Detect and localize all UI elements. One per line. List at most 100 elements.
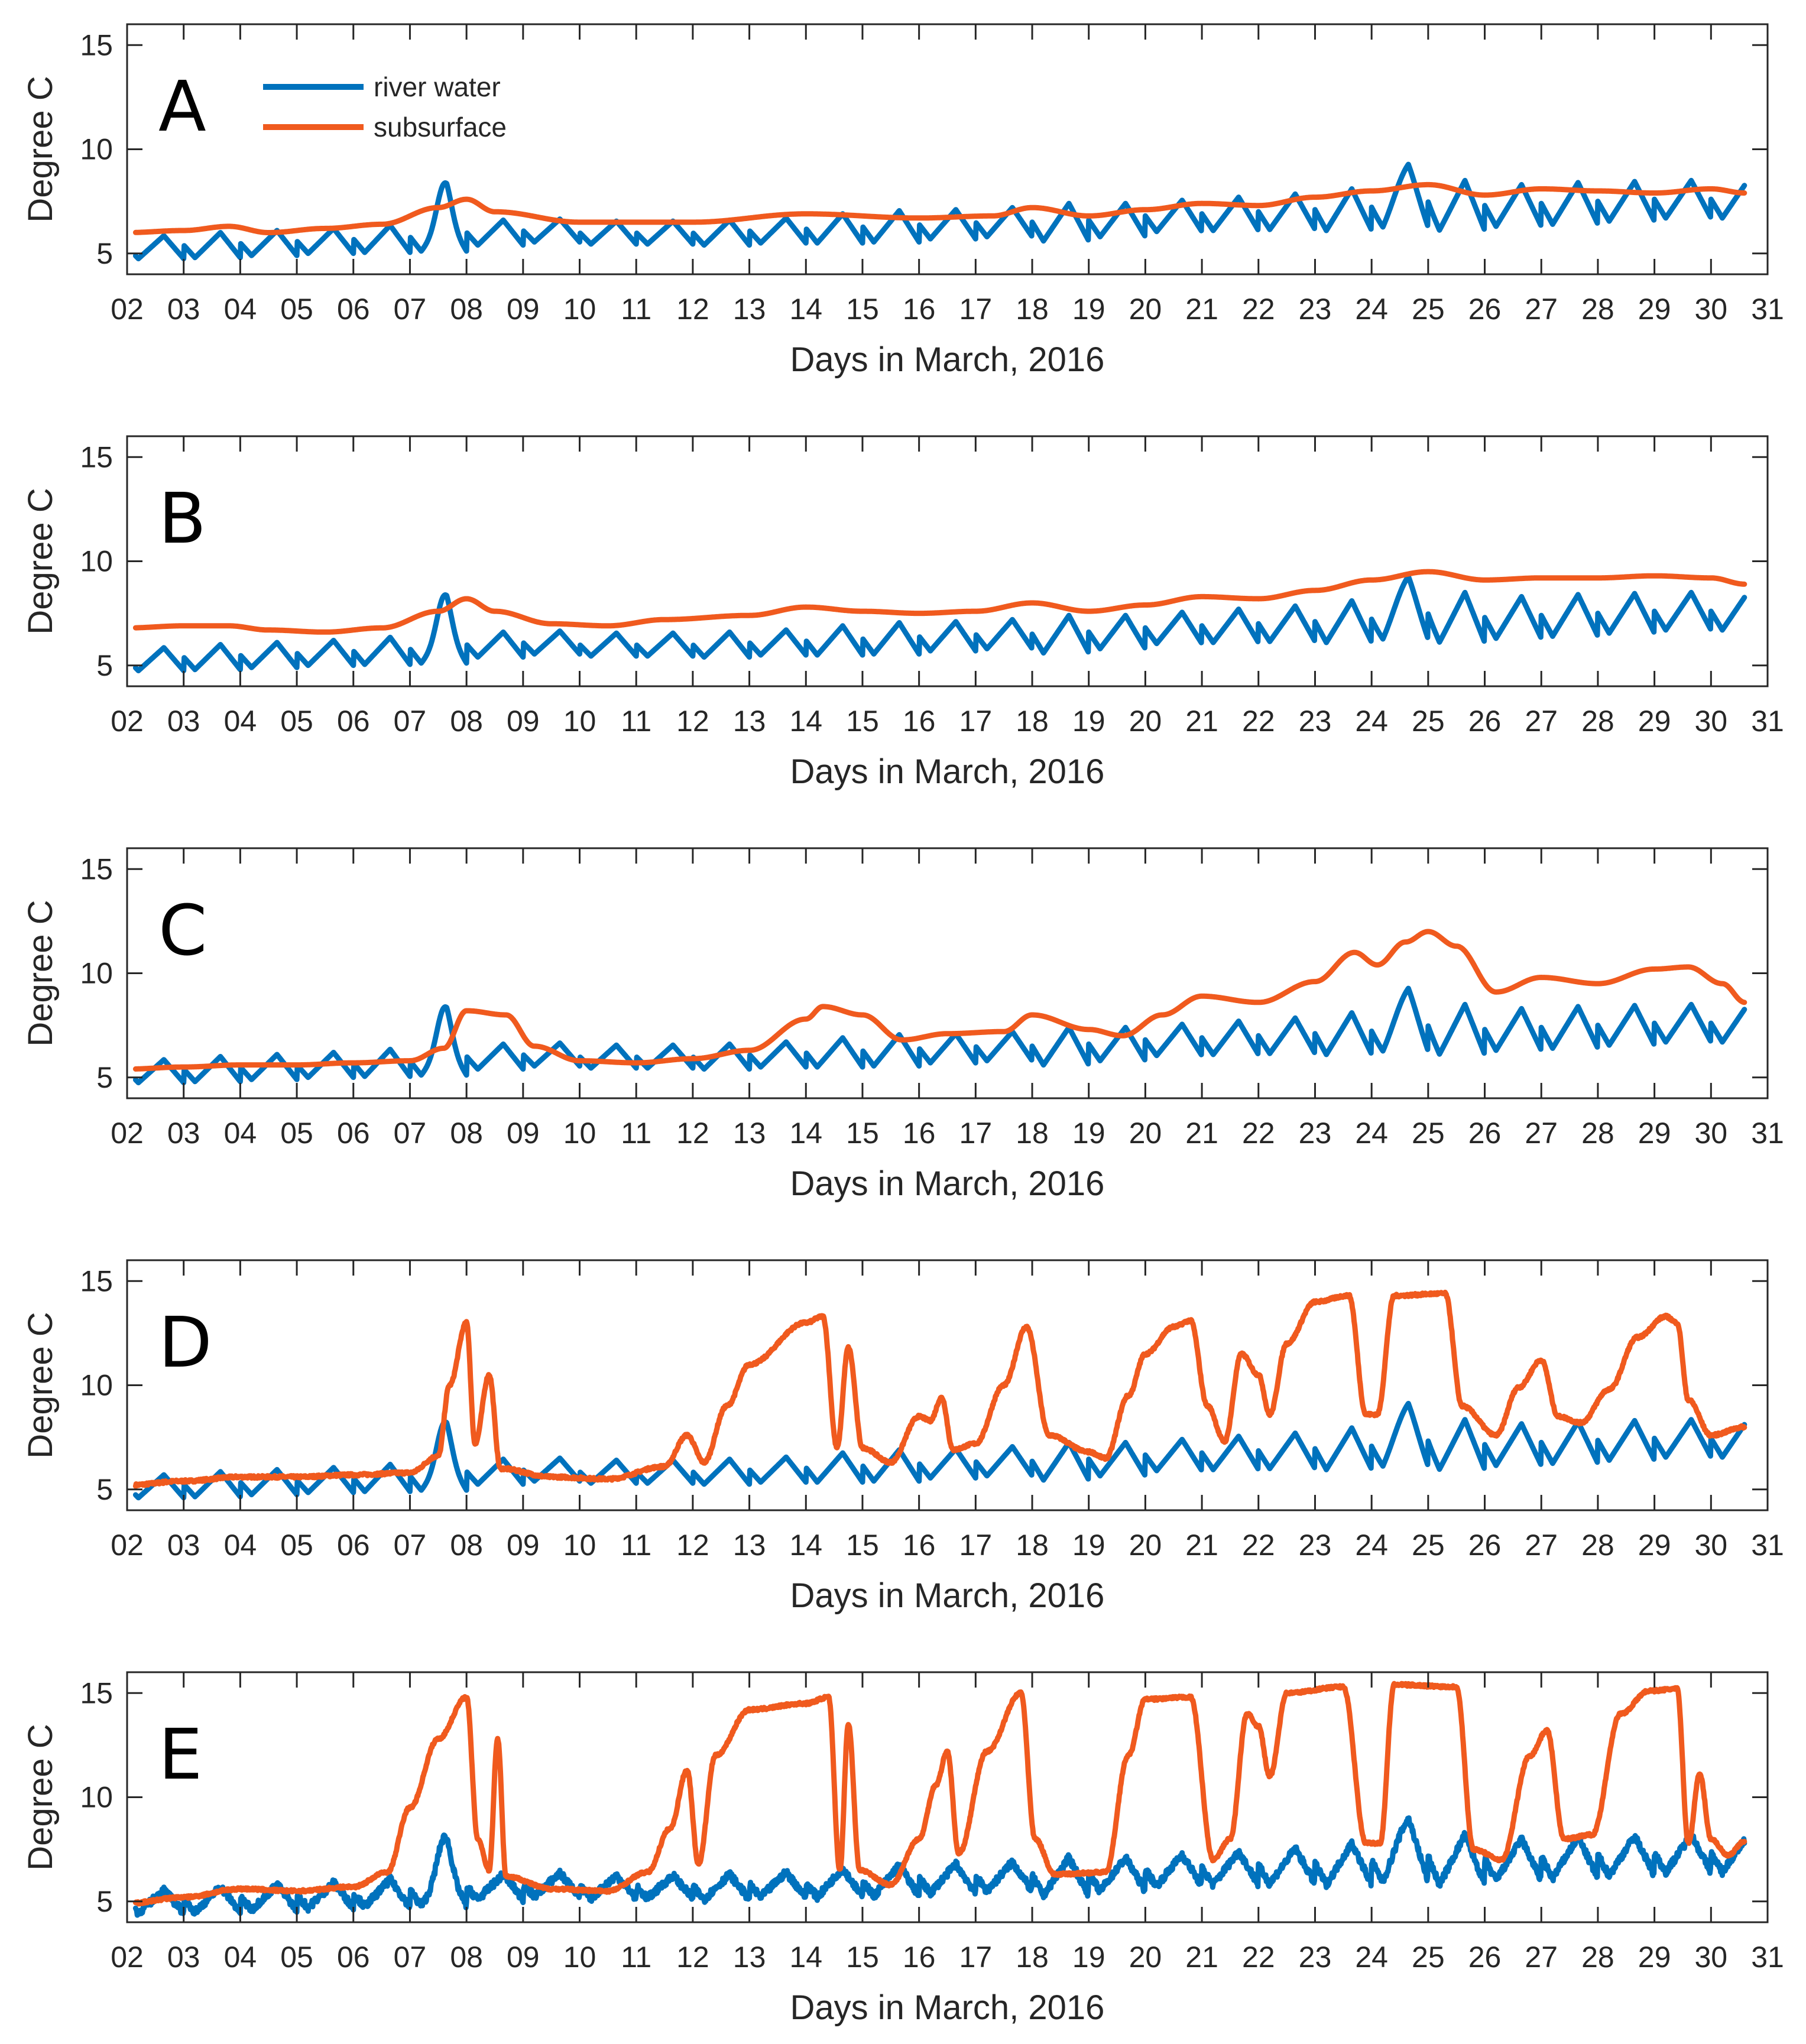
x-tick-label: 22 [1242, 1941, 1275, 1974]
x-tick-label: 20 [1129, 1941, 1162, 1974]
x-tick-label: 04 [224, 293, 257, 326]
x-tick-label: 17 [959, 293, 993, 326]
y-tick-label: 10 [80, 1369, 113, 1402]
x-tick-label: 20 [1129, 1529, 1162, 1562]
x-tick-label: 26 [1468, 293, 1502, 326]
x-tick-label: 09 [507, 1529, 540, 1562]
x-tick-label: 25 [1412, 705, 1445, 738]
x-tick-label: 19 [1072, 1117, 1105, 1150]
x-tick-label: 06 [337, 293, 370, 326]
x-tick-label: 13 [733, 1529, 766, 1562]
x-tick-label: 14 [789, 293, 822, 326]
x-tick-label: 17 [959, 1941, 993, 1974]
x-tick-label: 28 [1581, 1529, 1614, 1562]
x-tick-label: 25 [1412, 1529, 1445, 1562]
x-tick-label: 08 [450, 705, 483, 738]
x-tick-label: 16 [903, 293, 936, 326]
x-tick-label: 31 [1751, 1529, 1784, 1562]
x-tick-label: 16 [903, 1117, 936, 1150]
y-tick-label: 15 [80, 440, 113, 473]
x-tick-label: 28 [1581, 1941, 1614, 1974]
x-tick-label: 30 [1694, 1941, 1727, 1974]
x-tick-label: 25 [1412, 1941, 1445, 1974]
x-tick-label: 14 [789, 705, 822, 738]
x-tick-label: 05 [280, 1117, 313, 1150]
x-tick-label: 29 [1638, 1941, 1671, 1974]
x-tick-label: 09 [507, 705, 540, 738]
x-tick-label: 26 [1468, 1941, 1502, 1974]
x-axis-label: Days in March, 2016 [790, 752, 1105, 791]
x-tick-label: 19 [1072, 1529, 1105, 1562]
panel-letter: B [158, 478, 206, 559]
plot-frame [126, 1671, 1769, 1923]
x-tick-label: 26 [1468, 705, 1502, 738]
x-tick-label: 28 [1581, 705, 1614, 738]
x-tick-label: 26 [1468, 1529, 1502, 1562]
x-tick-label: 25 [1412, 293, 1445, 326]
series-subsurface [132, 1289, 1747, 1489]
x-tick-label: 10 [563, 1117, 596, 1150]
x-tick-label: 23 [1299, 1941, 1332, 1974]
x-tick-label: 18 [1016, 705, 1049, 738]
x-tick-label: 11 [621, 1117, 651, 1150]
x-tick-label: 05 [280, 1941, 313, 1974]
x-axis-label: Days in March, 2016 [790, 1164, 1105, 1203]
series-river-water [132, 1400, 1747, 1501]
panel-b: 02 03 04 05 06 07 08 09 10 11 12 13 14 15 16 17 18 19 20 21… [21, 435, 1784, 791]
x-tick-label: 11 [621, 1941, 651, 1974]
x-tick-label: 21 [1185, 705, 1218, 738]
x-tick-label: 04 [224, 1941, 257, 1974]
x-tick-label: 14 [789, 1117, 822, 1150]
x-tick-label: 31 [1751, 705, 1784, 738]
x-tick-label: 07 [394, 705, 427, 738]
x-tick-label: 29 [1638, 705, 1671, 738]
x-tick-label: 07 [394, 293, 427, 326]
x-tick-label: 23 [1299, 293, 1332, 326]
y-axis-label: Degree C [21, 1724, 60, 1870]
x-tick-label: 10 [563, 293, 596, 326]
y-tick-label: 5 [96, 1061, 113, 1094]
y-axis-label: Degree C [21, 900, 60, 1046]
y-axis-label: Degree C [21, 76, 60, 222]
x-tick-label: 03 [167, 1529, 200, 1562]
x-tick-label: 30 [1694, 293, 1727, 326]
plot-frame [126, 23, 1769, 275]
x-tick-label: 09 [507, 1117, 540, 1150]
plot-frame [126, 435, 1769, 687]
x-tick-label: 13 [733, 1117, 766, 1150]
x-tick-label: 29 [1638, 1529, 1671, 1562]
y-tick-label: 10 [80, 133, 113, 166]
x-tick-label: 17 [959, 1529, 993, 1562]
x-tick-label: 29 [1638, 293, 1671, 326]
legend: river water subsurface [263, 72, 507, 142]
panel-c: 02 03 04 05 06 07 08 09 10 11 12 13 14 15 16 17 18 19 20 21… [21, 847, 1784, 1203]
x-tick-label: 27 [1525, 705, 1558, 738]
x-tick-label: 18 [1016, 1941, 1049, 1974]
series-river-water [132, 985, 1747, 1086]
x-tick-label: 06 [337, 1941, 370, 1974]
x-tick-label: 08 [450, 1941, 483, 1974]
panel-a: 02 03 04 05 06 07 08 09 10 11 12 13 14 15 16 17 18 19 20 21… [21, 23, 1784, 379]
y-axis-label: Degree C [21, 488, 60, 634]
x-tick-label: 08 [450, 293, 483, 326]
y-axis-label: Degree C [21, 1312, 60, 1458]
x-tick-label: 05 [280, 705, 313, 738]
series-river-water [132, 161, 1747, 262]
x-tick-label: 04 [224, 705, 257, 738]
x-tick-label: 13 [733, 293, 766, 326]
y-tick-label: 5 [96, 237, 113, 270]
x-tick-label: 10 [563, 1941, 596, 1974]
x-tick-label: 04 [224, 1117, 257, 1150]
x-tick-label: 11 [621, 293, 651, 326]
y-tick-label: 15 [80, 1264, 113, 1297]
series-subsurface [132, 1680, 1747, 1907]
x-tick-label: 12 [676, 705, 709, 738]
panel-letter: D [158, 1302, 212, 1383]
x-tick-label: 15 [846, 1941, 879, 1974]
x-tick-label: 09 [507, 1941, 540, 1974]
x-tick-label: 23 [1299, 705, 1332, 738]
x-tick-label: 24 [1355, 1529, 1388, 1562]
series-river-water [132, 1815, 1747, 1918]
x-tick-label: 18 [1016, 293, 1049, 326]
x-tick-label: 15 [846, 1529, 879, 1562]
